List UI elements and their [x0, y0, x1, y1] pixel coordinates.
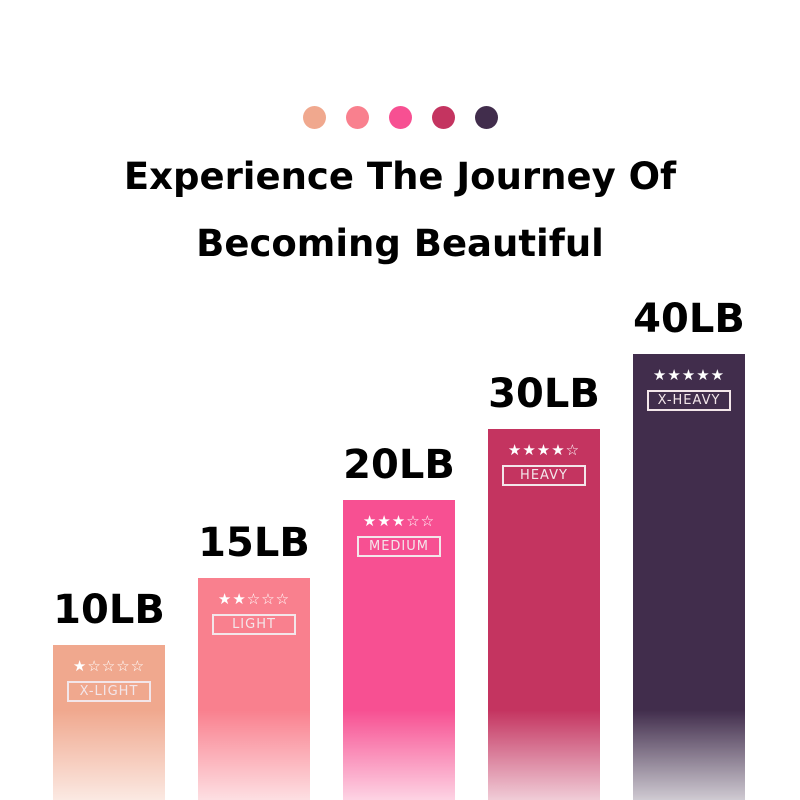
star-rating: ★★★☆☆ [362, 512, 436, 530]
weight-label: 20LB [343, 442, 455, 488]
weight-label: 30LB [488, 371, 600, 417]
level-label: LIGHT [212, 614, 296, 635]
weight-label: 15LB [198, 520, 310, 566]
level-label: X-HEAVY [647, 390, 731, 411]
color-dot [345, 106, 369, 129]
level-label: X-LIGHT [67, 681, 151, 702]
star-rating: ★★☆☆☆ [217, 590, 291, 608]
color-dot [431, 106, 455, 129]
star-rating: ★★★★☆ [507, 441, 581, 459]
color-dots [0, 106, 800, 129]
star-rating: ★☆☆☆☆ [72, 657, 146, 675]
weight-label: 40LB [633, 296, 745, 342]
band-bar: ★☆☆☆☆ X-LIGHT [53, 645, 165, 800]
band-bar: ★★☆☆☆ LIGHT [198, 578, 310, 800]
level-label: HEAVY [502, 465, 586, 486]
level-label: MEDIUM [357, 536, 441, 557]
star-rating: ★★★★★ [652, 366, 726, 384]
band-bar: ★★★★☆ HEAVY [488, 429, 600, 800]
band-bar: ★★★☆☆ MEDIUM [343, 500, 455, 800]
headline-line-2: Becoming Beautiful [196, 222, 604, 265]
weight-label: 10LB [53, 587, 165, 633]
color-dot [388, 106, 412, 129]
color-dot [302, 106, 326, 129]
band-bar: ★★★★★ X-HEAVY [633, 354, 745, 800]
headline-line-1: Experience The Journey Of [123, 155, 677, 198]
color-dot [474, 106, 498, 129]
